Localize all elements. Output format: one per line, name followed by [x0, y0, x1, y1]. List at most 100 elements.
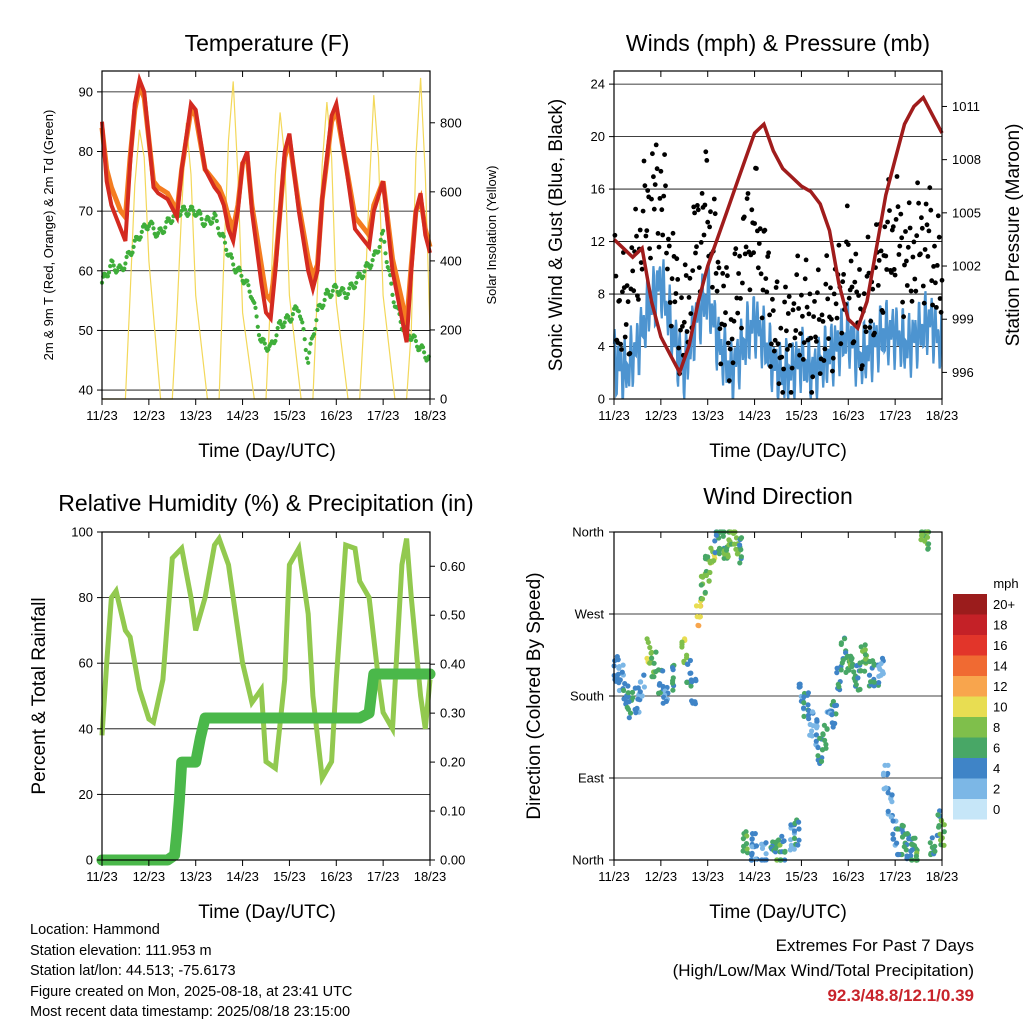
gust-point	[792, 335, 798, 341]
gust-point	[853, 251, 859, 257]
gust-point	[905, 244, 911, 250]
y2-tick-label: 1008	[952, 152, 981, 167]
direction-point	[660, 668, 666, 674]
x-tick-label: 18/23	[926, 869, 959, 884]
dewpoint-point	[299, 317, 304, 322]
direction-point	[807, 721, 813, 728]
gust-point	[726, 378, 732, 384]
direction-point	[616, 664, 622, 670]
gust-point	[862, 324, 868, 330]
x-tick-label: 17/23	[367, 408, 400, 423]
gust-point	[854, 289, 860, 295]
gust-point	[743, 244, 749, 250]
gust-point	[652, 182, 658, 188]
gust-point	[931, 264, 936, 269]
legend-label: 4	[993, 761, 1000, 776]
gust-point	[670, 230, 676, 236]
gust-point	[790, 307, 796, 313]
dewpoint-point	[314, 318, 319, 323]
direction-point	[651, 660, 657, 666]
direction-point	[890, 818, 896, 824]
humidity-series	[96, 533, 436, 866]
gust-point	[642, 183, 648, 189]
dewpoint-point	[247, 289, 252, 294]
legend-label: 8	[993, 720, 1000, 735]
winds-ticks: 0 4 8 12 16 20 24 996 999 1002 1005 1008 1011 11/23 12…	[591, 71, 981, 423]
gust-point	[730, 360, 736, 366]
gust-point	[725, 340, 731, 346]
legend-swatch	[953, 635, 987, 656]
direction-point	[791, 835, 798, 842]
gust-point	[794, 272, 800, 278]
gust-point	[666, 243, 672, 249]
y-tick-label: 0	[86, 853, 93, 868]
gust-point	[727, 346, 733, 352]
direction-point	[889, 799, 895, 805]
gust-point	[681, 319, 687, 325]
direction-point	[941, 842, 947, 848]
y2-tick-label: 1005	[952, 205, 981, 220]
gust-point	[649, 196, 654, 202]
dewpoint-point	[261, 337, 266, 342]
direction-point	[684, 679, 690, 686]
gust-point	[673, 291, 679, 296]
dewpoint-point	[289, 317, 294, 322]
gust-point	[740, 280, 745, 286]
direction-point	[656, 690, 662, 696]
gust-point	[916, 200, 921, 206]
direction-point	[698, 573, 705, 580]
gust-point	[770, 296, 775, 302]
direction-point	[763, 840, 769, 846]
x-tick-label: 18/23	[926, 408, 959, 423]
y-tick-label: North	[572, 853, 604, 868]
direction-point	[805, 690, 812, 696]
gust-point	[912, 276, 918, 282]
gust-point	[884, 267, 890, 272]
gust-point	[822, 346, 828, 352]
direction-point	[779, 833, 785, 839]
gust-point	[741, 214, 747, 220]
direction-point	[867, 658, 873, 665]
temperature-panel: Temperature (F) 40 50 60 70 80 90 0 200 400 600 80…	[41, 30, 499, 462]
humidity-xlabel: Time (Day/UTC)	[198, 902, 336, 923]
dewpoint-point	[211, 216, 216, 221]
direction-point	[937, 808, 943, 814]
humidity-panel: Relative Humidity (%) & Precipitation (i…	[29, 490, 474, 923]
gust-point	[760, 287, 766, 293]
gust-point	[925, 254, 931, 259]
direction-point	[749, 850, 755, 857]
gust-point	[754, 166, 759, 171]
direction-point	[842, 636, 848, 642]
legend-swatch	[953, 696, 987, 717]
gust-point	[919, 215, 924, 221]
direction-point	[791, 828, 798, 834]
dewpoint-point	[355, 275, 360, 280]
dewpoint-point	[183, 207, 188, 212]
direction-point	[895, 826, 901, 832]
dewpoint-point	[170, 219, 175, 224]
direction-point	[900, 823, 906, 829]
direction-point	[713, 532, 720, 538]
dewpoint-point	[124, 254, 129, 260]
direction-point	[737, 542, 743, 548]
gust-point	[637, 227, 643, 233]
direction-point	[838, 667, 844, 673]
gust-point	[715, 259, 721, 265]
direction-point	[749, 844, 755, 850]
direction-points	[611, 529, 947, 863]
gust-point	[828, 285, 833, 291]
gust-point	[857, 267, 862, 272]
gust-point	[831, 291, 837, 297]
x-tick-label: 18/23	[414, 869, 447, 884]
direction-point	[821, 722, 828, 728]
gust-point	[655, 231, 661, 236]
dewpoint-point	[330, 288, 335, 293]
direction-point	[694, 614, 700, 620]
gust-point	[890, 224, 896, 230]
gust-point	[765, 254, 771, 259]
gust-point	[645, 188, 651, 193]
gust-point	[799, 292, 804, 298]
dewpoint-point	[347, 286, 352, 291]
station-info: Location: Hammond Station elevation: 111…	[30, 920, 352, 1023]
direction-point	[849, 655, 855, 661]
